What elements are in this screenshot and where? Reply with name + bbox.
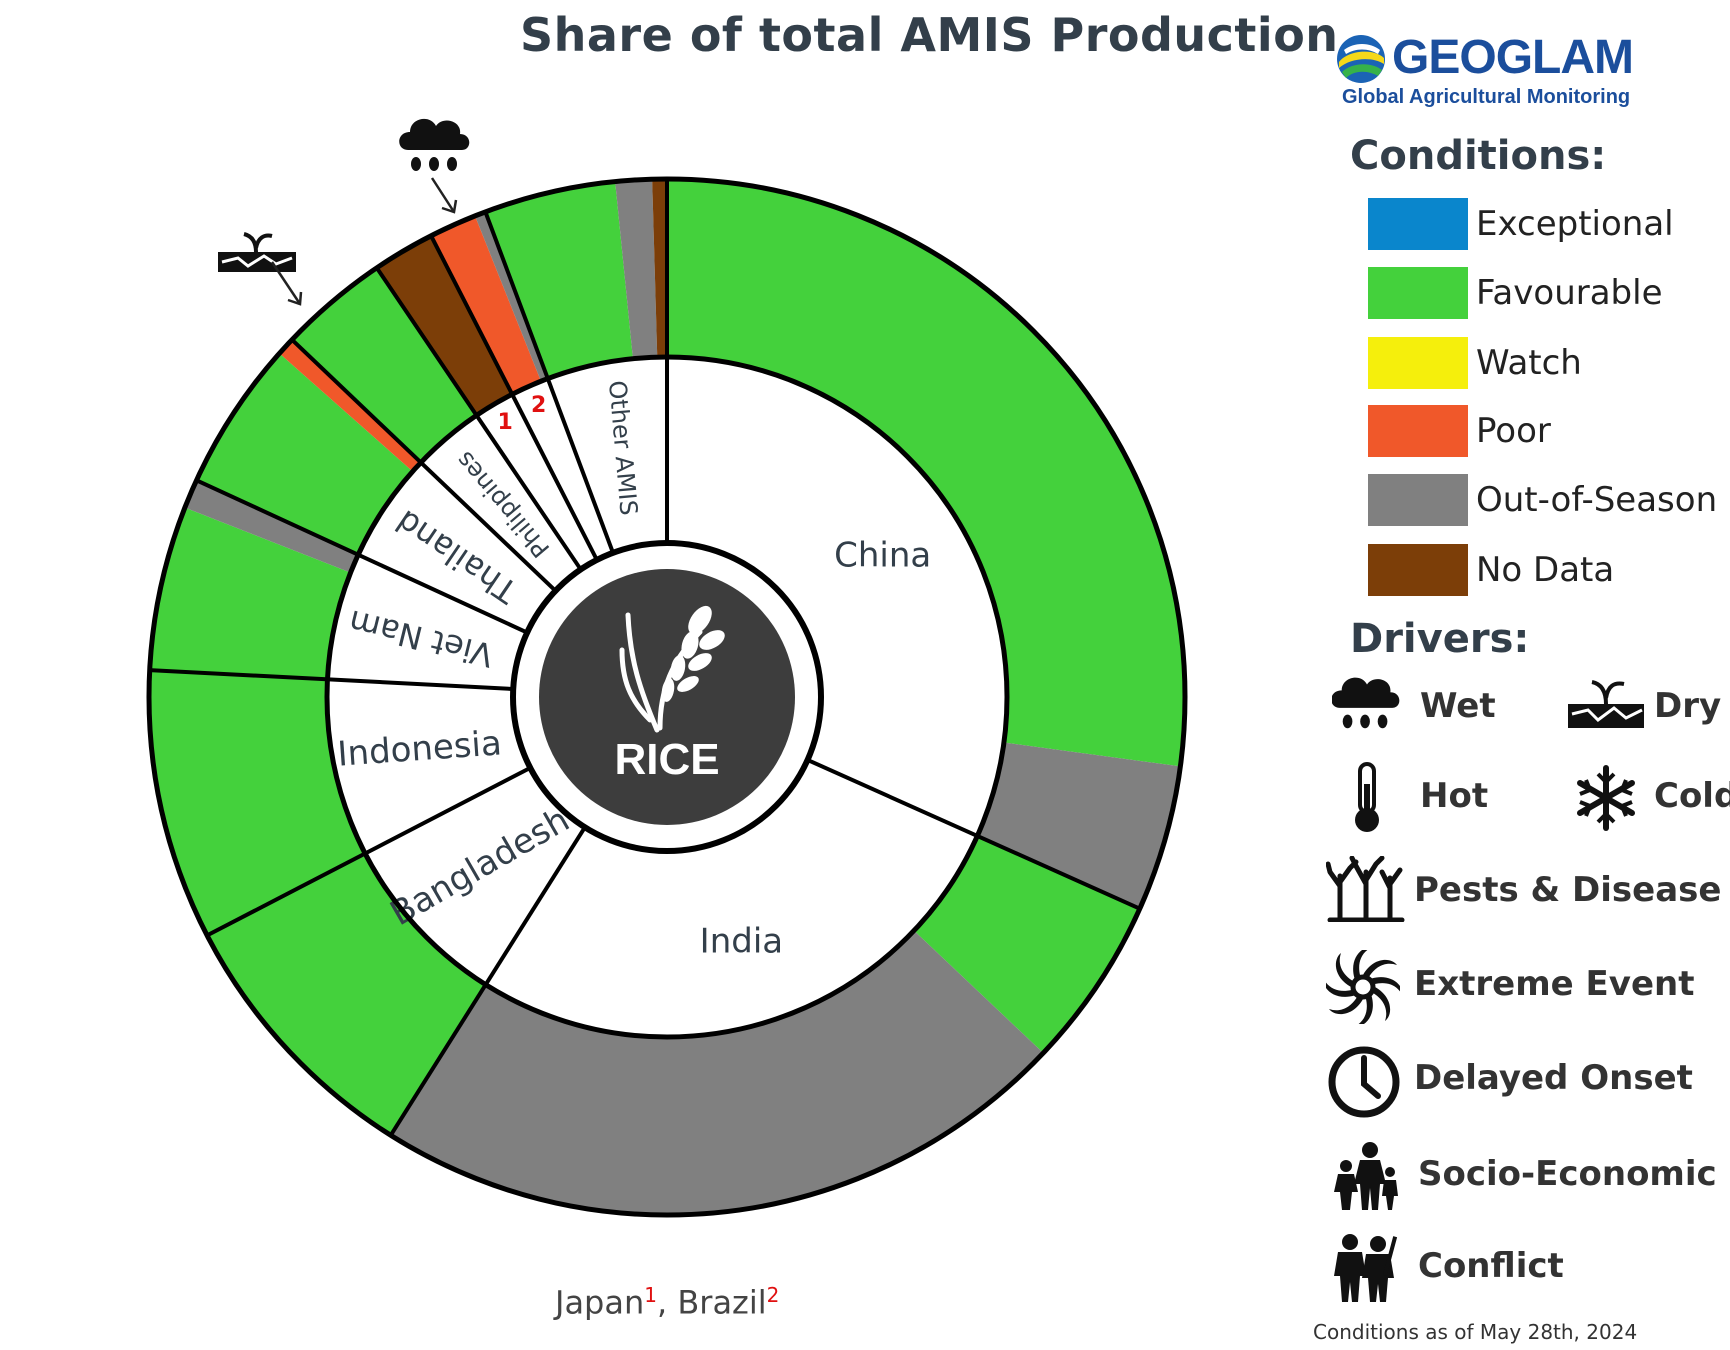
outer-segment-other-amis-no-data [652, 179, 667, 358]
clock-icon [1328, 1046, 1400, 1118]
middle-ring-outline [324, 354, 1010, 1040]
country-label-india: India [700, 921, 783, 961]
driver-label: Cold [1654, 776, 1730, 816]
legend-label: Poor [1476, 411, 1551, 451]
outer-segment-other-amis-out-of-season [615, 179, 658, 359]
rice-plant-icon [619, 605, 725, 733]
outer-segment-brazil-out-of-season [475, 211, 548, 382]
outer-ring-outline [146, 176, 1188, 1218]
country-wedge-brazil [512, 378, 614, 560]
cyclone-icon [1326, 950, 1400, 1024]
driver-label: Delayed Onset [1414, 1058, 1693, 1098]
swatch-exceptional [1368, 198, 1468, 250]
outer-segment-bangladesh-favourable [207, 853, 486, 1136]
footnote-japan-marker: 1 [644, 1283, 657, 1307]
swatch-no-data [1368, 544, 1468, 596]
driver-label: Dry [1654, 686, 1722, 726]
driver-annotations [218, 118, 470, 306]
country-wedge-china [667, 357, 1007, 836]
thermometer-icon [1355, 762, 1379, 832]
center-label: RICE [614, 735, 719, 784]
chart-title: Share of total AMIS Production [520, 8, 1339, 62]
country-wedge-viet-nam [327, 554, 528, 690]
legend-panel: GEOGLAM Global Agricultural Monitoring C… [1320, 0, 1730, 1350]
divider-4 [149, 668, 514, 692]
divider-3 [206, 766, 532, 938]
logo-text: GEOGLAM [1392, 31, 1634, 84]
driver-label: Hot [1420, 776, 1489, 816]
outer-segment-china-out-of-season [977, 742, 1181, 909]
driver-label: Socio-Economic [1418, 1154, 1717, 1194]
country-wedge-other-amis [547, 357, 667, 553]
swatch-favourable [1368, 267, 1468, 319]
legend-label: Out-of-Season [1476, 480, 1718, 520]
globe-logo-icon [1337, 35, 1385, 83]
snowflake-icon [1577, 765, 1635, 831]
outer-segment-other-amis-favourable [485, 181, 633, 379]
wet-arrow [430, 177, 456, 213]
legend-label: Exceptional [1476, 204, 1674, 244]
divider-6 [290, 338, 557, 593]
divider-7 [375, 266, 583, 571]
driver-label: Wet [1420, 686, 1496, 726]
outer-segment-india-out-of-season [390, 930, 1044, 1215]
outer-segment-philippines-favourable [291, 267, 477, 463]
geoglam-logo: GEOGLAM Global Agricultural Monitoring [1334, 28, 1634, 118]
dry-arrow [270, 261, 302, 305]
footnote-brazil-marker: 2 [766, 1283, 780, 1307]
conditions-title: Conditions: [1350, 133, 1607, 179]
divider-5 [195, 478, 528, 635]
country-wedge-india [485, 759, 978, 1037]
wet-icon [1332, 677, 1400, 729]
legend-label: Favourable [1476, 273, 1663, 313]
wet-icon [399, 118, 470, 171]
country-wedge-thailand [358, 462, 556, 633]
conditions-date: Conditions as of May 28th, 2024 [1313, 1320, 1638, 1344]
footnote: Japan1, Brazil2 [555, 1283, 779, 1322]
dry-icon [218, 232, 296, 272]
center-badge: RICE [510, 540, 824, 854]
divider-9 [483, 211, 615, 554]
driver-label: Extreme Event [1414, 964, 1695, 1004]
swatch-poor [1368, 405, 1468, 457]
drivers-title: Drivers: [1350, 616, 1530, 662]
outer-segment-japan-no-data [376, 235, 513, 416]
country-wedge-japan [476, 394, 597, 570]
divider-2 [389, 826, 587, 1137]
country-wedge-indonesia [327, 679, 531, 854]
logo-subtitle: Global Agricultural Monitoring [1342, 86, 1631, 108]
people-icon [1334, 1142, 1398, 1210]
swatch-out-of-season [1368, 474, 1468, 526]
swatch-watch [1368, 337, 1468, 389]
footnote-sep: , [656, 1283, 678, 1322]
legend-label: No Data [1476, 550, 1615, 590]
legend-label: Watch [1476, 343, 1582, 383]
outer-segment-brazil-poor [431, 215, 541, 395]
outer-segment-indonesia-favourable [149, 670, 366, 936]
country-wedge-philippines [420, 415, 581, 591]
footnote-marker-japan: 1 [498, 410, 513, 435]
outer-segment-viet-nam-favourable [149, 507, 351, 680]
driver-label: Conflict [1418, 1246, 1564, 1286]
outer-segment-thailand-poor [279, 339, 421, 472]
outer-segment-india-favourable [913, 835, 1140, 1053]
pests-icon [1326, 856, 1405, 922]
country-label-china: China [834, 536, 931, 576]
divider-8 [429, 234, 599, 561]
wet-arrowhead [441, 199, 458, 214]
outer-segment-viet-nam-out-of-season [184, 480, 359, 573]
dry-arrowhead [287, 291, 303, 306]
driver-label: Pests & Disease [1414, 870, 1722, 910]
outer-segment-china-favourable [667, 179, 1185, 767]
footnote-marker-brazil: 2 [531, 393, 546, 418]
soldiers-icon [1334, 1234, 1398, 1302]
footnote-brazil: Brazil [677, 1283, 767, 1322]
dry-icon [1568, 680, 1644, 728]
divider-1 [806, 758, 1141, 911]
footnote-japan: Japan [555, 1283, 645, 1322]
